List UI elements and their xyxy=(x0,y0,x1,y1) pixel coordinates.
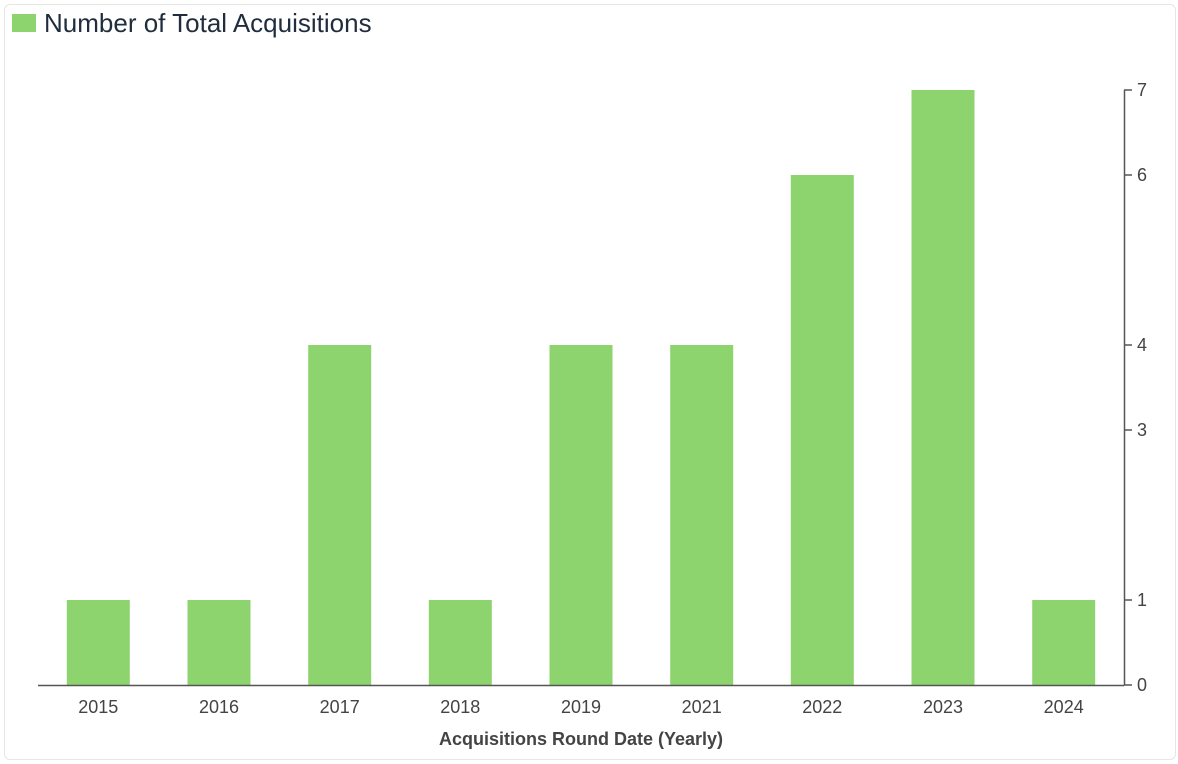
y-tick-label: 1 xyxy=(1137,590,1147,610)
bar-2021[interactable] xyxy=(670,345,734,685)
bar-2017[interactable] xyxy=(308,345,372,685)
x-tick-label: 2019 xyxy=(561,697,601,717)
y-tick-label: 7 xyxy=(1137,80,1147,100)
bar-2022[interactable] xyxy=(790,175,854,685)
bar-2024[interactable] xyxy=(1032,600,1096,685)
legend-swatch xyxy=(12,14,36,32)
x-tick-label: 2017 xyxy=(320,697,360,717)
y-tick-label: 6 xyxy=(1137,165,1147,185)
legend-label: Number of Total Acquisitions xyxy=(44,7,372,38)
y-tick-label: 0 xyxy=(1137,675,1147,695)
x-tick-label: 2015 xyxy=(78,697,118,717)
y-tick-label: 3 xyxy=(1137,420,1147,440)
bar-2023[interactable] xyxy=(911,90,975,685)
bar-2018[interactable] xyxy=(428,600,492,685)
x-tick-label: 2022 xyxy=(802,697,842,717)
x-tick-label: 2021 xyxy=(682,697,722,717)
x-axis-title: Acquisitions Round Date (Yearly) xyxy=(439,729,723,749)
bar-2016[interactable] xyxy=(187,600,251,685)
chart-frame xyxy=(4,4,1176,760)
bar-2015[interactable] xyxy=(66,600,130,685)
y-tick-label: 4 xyxy=(1137,335,1147,355)
x-tick-label: 2018 xyxy=(440,697,480,717)
bar-2019[interactable] xyxy=(549,345,613,685)
x-tick-label: 2016 xyxy=(199,697,239,717)
legend[interactable]: Number of Total Acquisitions xyxy=(12,8,372,38)
x-tick-label: 2024 xyxy=(1044,697,1084,717)
x-tick-label: 2023 xyxy=(923,697,963,717)
